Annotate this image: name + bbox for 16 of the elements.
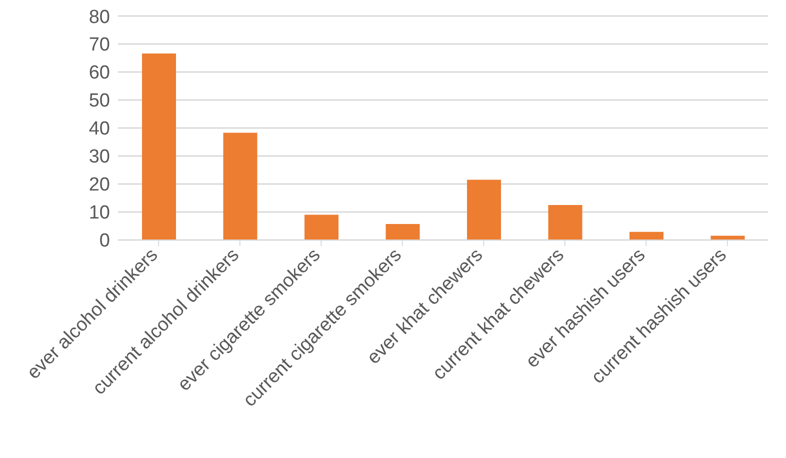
- y-tick-label: 30: [88, 146, 110, 168]
- bar: [304, 214, 338, 240]
- bar: [142, 54, 176, 240]
- y-tick-label: 70: [88, 34, 110, 56]
- y-tick-label: 20: [88, 174, 110, 196]
- bar: [548, 205, 582, 240]
- y-tick-label: 50: [88, 90, 110, 112]
- y-tick-label: 10: [88, 202, 110, 224]
- bar: [223, 132, 258, 240]
- y-tick-label: 40: [88, 118, 110, 140]
- bar: [467, 180, 501, 240]
- bar: [630, 232, 664, 240]
- y-tick-label: 60: [88, 62, 110, 84]
- y-tick-label: 80: [88, 6, 110, 28]
- y-tick-label: 0: [99, 230, 110, 252]
- bar: [386, 224, 420, 240]
